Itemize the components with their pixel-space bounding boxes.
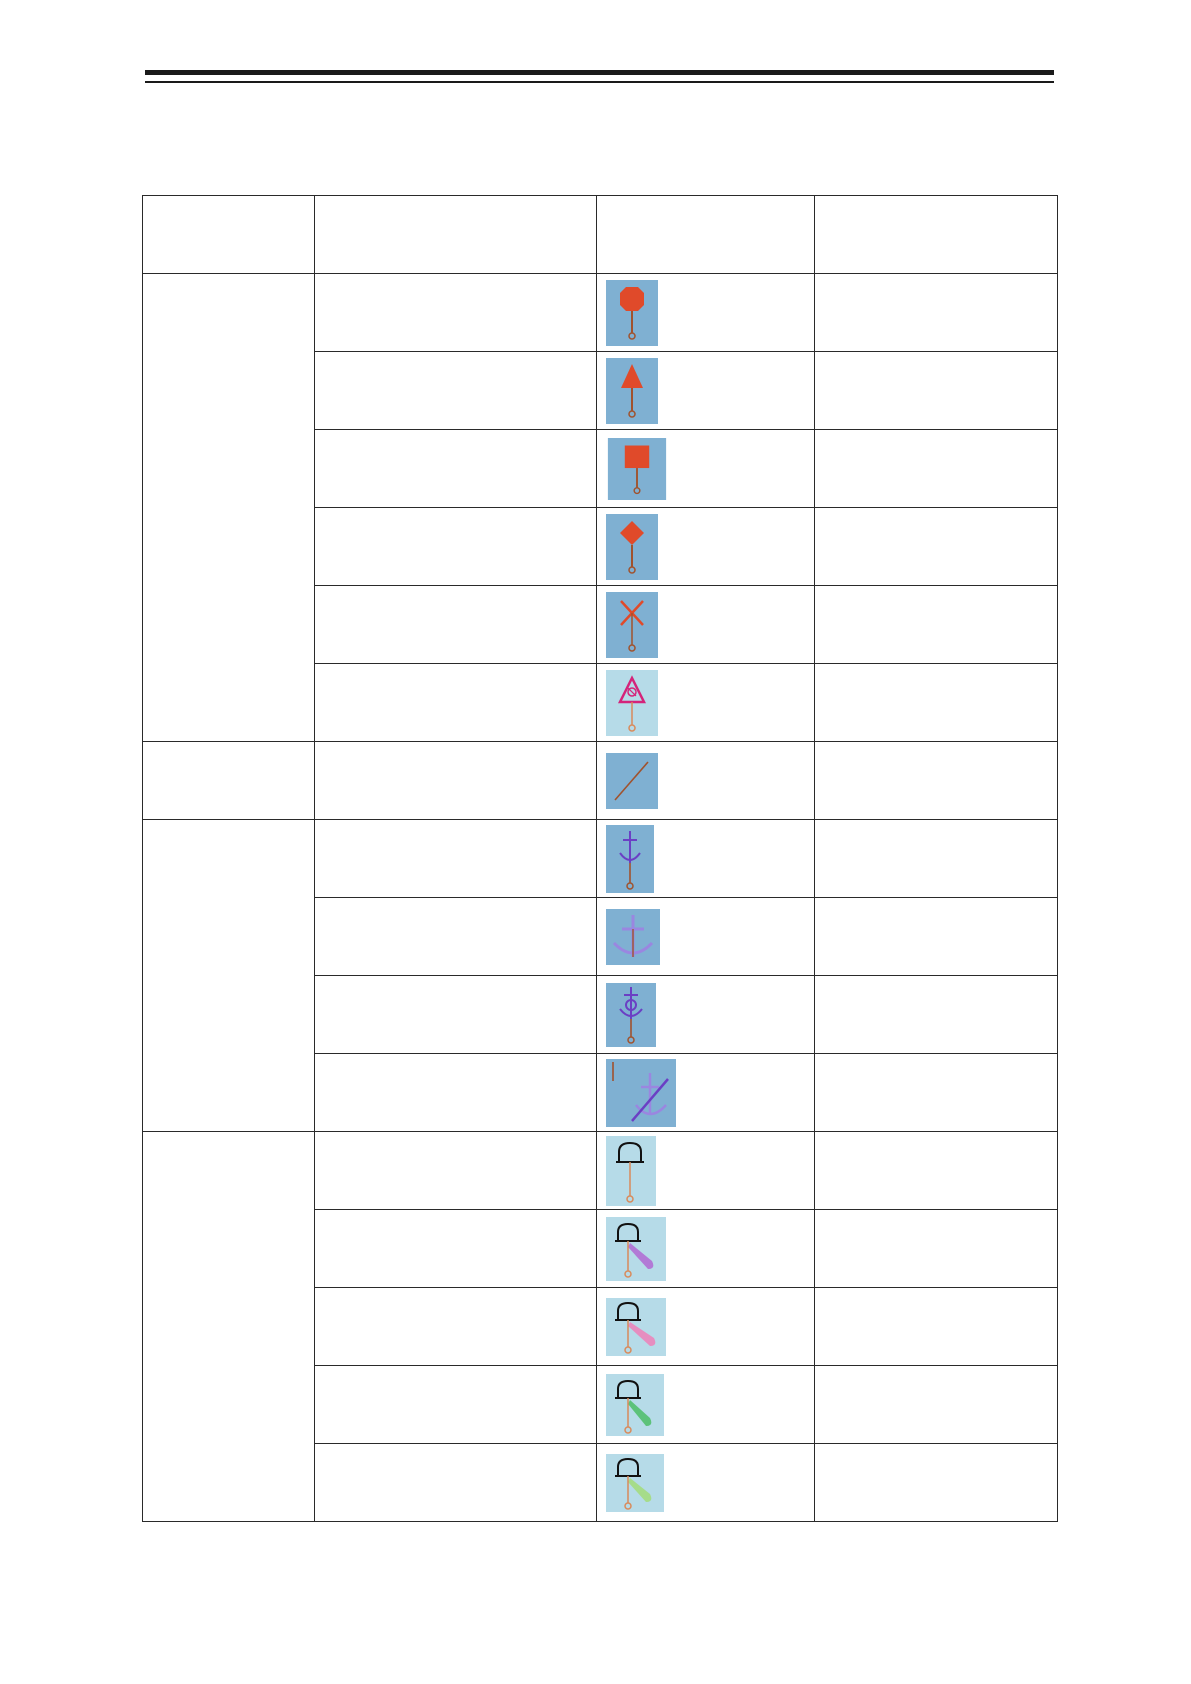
header-cell bbox=[596, 195, 815, 274]
buoy-magenta-warning-triangle-icon bbox=[606, 669, 658, 736]
table-row bbox=[143, 1287, 1058, 1366]
table-row bbox=[143, 507, 1058, 586]
remark-cell bbox=[814, 351, 1058, 430]
remark-cell bbox=[814, 429, 1058, 508]
symbol-cell bbox=[596, 741, 815, 820]
anchor-circle-icon bbox=[606, 982, 656, 1047]
diagonal-line-icon bbox=[606, 752, 658, 809]
name-cell bbox=[314, 1287, 597, 1366]
remark-cell bbox=[814, 1209, 1058, 1288]
symbol-cell bbox=[596, 429, 815, 508]
buoy-red-triangle-icon bbox=[606, 357, 658, 424]
table-row bbox=[143, 1443, 1058, 1522]
table-header-row bbox=[142, 195, 1058, 274]
remark-cell bbox=[814, 741, 1058, 820]
remark-cell bbox=[814, 585, 1058, 664]
symbol-cell bbox=[596, 975, 815, 1054]
header-cell bbox=[314, 195, 597, 274]
remark-cell bbox=[814, 1053, 1058, 1132]
group-label-cell bbox=[142, 1131, 315, 1522]
remark-cell bbox=[814, 663, 1058, 742]
table-row bbox=[143, 1209, 1058, 1288]
header-cell bbox=[142, 195, 315, 274]
buoy-red-square-icon bbox=[607, 437, 667, 500]
table-row bbox=[142, 273, 1058, 742]
name-cell bbox=[314, 351, 597, 430]
anchor-large-icon bbox=[606, 908, 660, 965]
remark-cell bbox=[814, 897, 1058, 976]
symbol-cell bbox=[596, 1131, 815, 1210]
remark-cell bbox=[814, 273, 1058, 352]
name-cell bbox=[314, 975, 597, 1054]
buoy-red-octagon-icon bbox=[606, 279, 658, 346]
symbol-cell bbox=[596, 351, 815, 430]
symbol-cell bbox=[596, 1053, 815, 1132]
symbol-cell bbox=[596, 663, 815, 742]
table-row bbox=[143, 351, 1058, 430]
name-cell bbox=[314, 1053, 597, 1132]
remark-cell bbox=[814, 507, 1058, 586]
symbol-cell bbox=[596, 1443, 815, 1522]
light-station-lightgreen-flare-icon bbox=[606, 1453, 664, 1512]
buoy-red-diamond-icon bbox=[606, 513, 658, 580]
table-row bbox=[143, 975, 1058, 1054]
name-cell bbox=[314, 1443, 597, 1522]
symbol-cell bbox=[596, 1209, 815, 1288]
remark-cell bbox=[814, 1443, 1058, 1522]
name-cell bbox=[314, 897, 597, 976]
table-row bbox=[142, 741, 1058, 820]
group-label-cell bbox=[142, 741, 315, 820]
table-row bbox=[143, 585, 1058, 664]
remark-cell bbox=[814, 1287, 1058, 1366]
name-cell bbox=[314, 507, 597, 586]
table-row bbox=[143, 429, 1058, 508]
remark-cell bbox=[814, 819, 1058, 898]
symbol-cell bbox=[596, 819, 815, 898]
table-row bbox=[142, 1131, 1058, 1522]
remark-cell bbox=[814, 975, 1058, 1054]
group-label-cell bbox=[142, 819, 315, 1132]
light-station-icon bbox=[606, 1135, 656, 1206]
symbol-cell bbox=[596, 273, 815, 352]
symbol-cell bbox=[596, 897, 815, 976]
table-row bbox=[143, 1365, 1058, 1444]
light-station-pink-flare-icon bbox=[606, 1297, 666, 1356]
anchor-small-icon bbox=[606, 824, 654, 893]
symbol-table bbox=[142, 195, 1058, 1522]
remark-cell bbox=[814, 1131, 1058, 1210]
header-cell bbox=[814, 195, 1058, 274]
symbol-cell bbox=[596, 1287, 815, 1366]
name-cell bbox=[314, 429, 597, 508]
name-cell bbox=[314, 1131, 597, 1210]
name-cell bbox=[314, 585, 597, 664]
name-cell bbox=[314, 663, 597, 742]
name-cell bbox=[314, 741, 597, 820]
anchor-prohibited-icon bbox=[606, 1058, 676, 1127]
buoy-red-cross-icon bbox=[606, 591, 658, 658]
name-cell bbox=[314, 819, 597, 898]
light-station-green-flare-icon bbox=[606, 1373, 664, 1436]
light-station-violet-flare-icon bbox=[606, 1216, 666, 1281]
name-cell bbox=[314, 1209, 597, 1288]
group-label-cell bbox=[142, 273, 315, 742]
table-row bbox=[142, 819, 1058, 1132]
header-rule-thick bbox=[145, 70, 1054, 75]
remark-cell bbox=[814, 1365, 1058, 1444]
symbol-cell bbox=[596, 507, 815, 586]
name-cell bbox=[314, 273, 597, 352]
symbol-cell bbox=[596, 585, 815, 664]
name-cell bbox=[314, 1365, 597, 1444]
symbol-cell bbox=[596, 1365, 815, 1444]
header-rule-thin bbox=[145, 81, 1054, 83]
